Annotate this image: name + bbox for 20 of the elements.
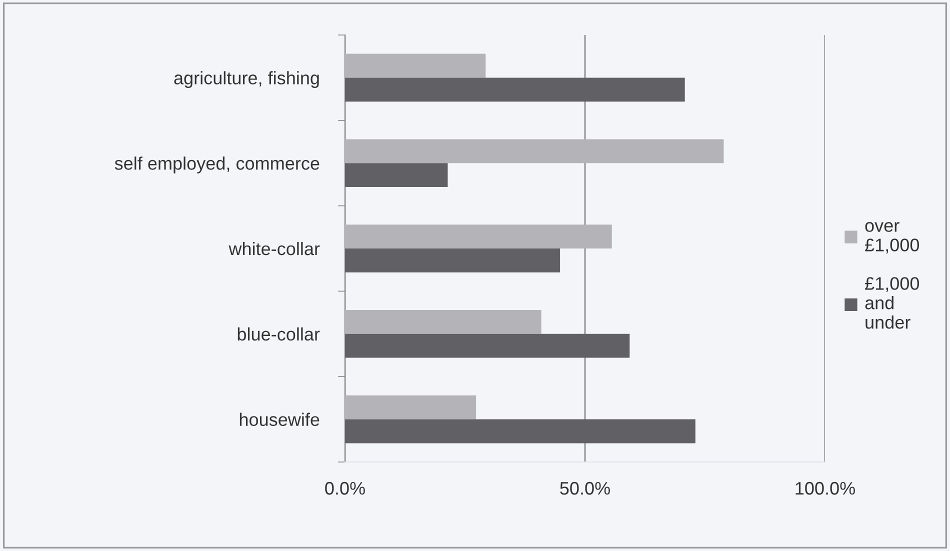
- x-tick-label: 50.0%: [560, 482, 610, 495]
- bar: [345, 334, 630, 358]
- y-tick-label: housewife: [240, 412, 320, 426]
- legend-label: £1,000 and under: [865, 277, 920, 329]
- bar: [345, 248, 560, 272]
- y-tick-label: white-collar: [228, 242, 320, 256]
- bar: [345, 139, 724, 164]
- bar: [345, 395, 476, 420]
- y-tick-label: agriculture, fishing: [174, 71, 319, 88]
- bar: [345, 419, 696, 444]
- y-tick-label: self employed, commerce: [114, 156, 320, 174]
- x-tick-label: 100.0%: [796, 482, 855, 495]
- bar: [345, 310, 542, 334]
- bar: [345, 78, 685, 102]
- legend-label: over £1,000: [865, 222, 920, 254]
- x-tick-label: 0.0%: [325, 482, 365, 495]
- bar: [345, 224, 612, 248]
- bar: [345, 54, 486, 78]
- bar: [345, 163, 448, 188]
- y-tick-label: blue-collar: [238, 327, 320, 341]
